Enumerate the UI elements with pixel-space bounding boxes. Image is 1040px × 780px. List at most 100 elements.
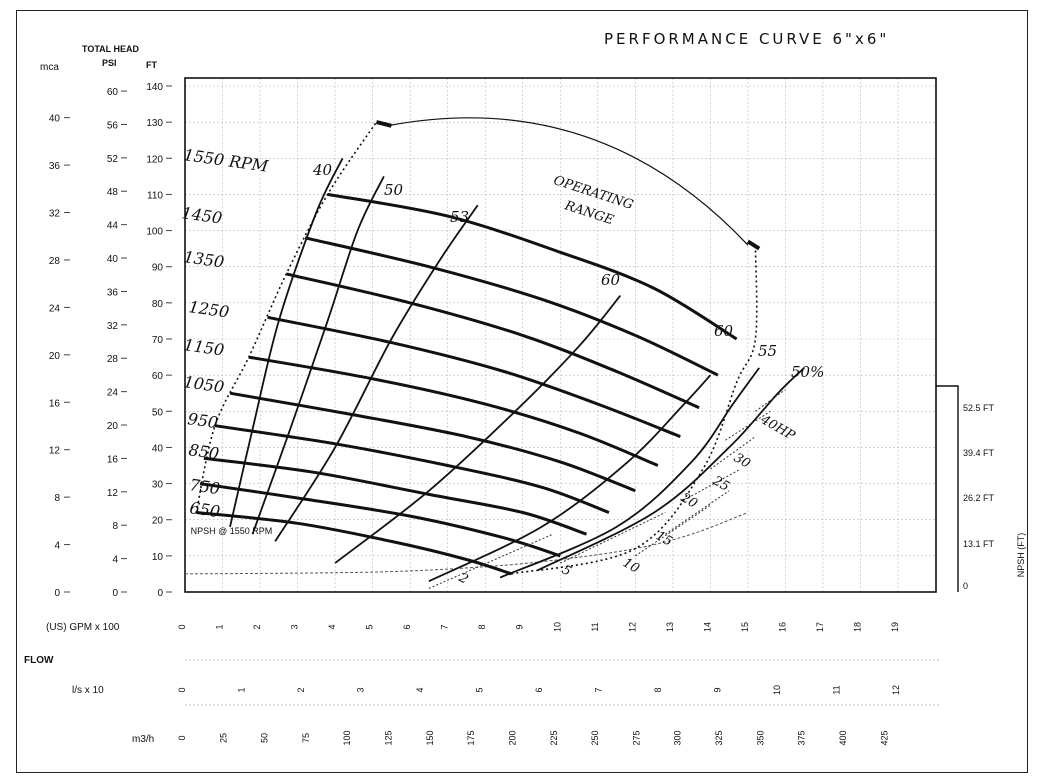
efficiency-curve [499, 367, 760, 579]
npsh-tick-label: 26.2 FT [963, 493, 995, 503]
npsh-axis-label: NPSH (FT) [1016, 533, 1026, 578]
speed-curve-label: 1450 [180, 203, 223, 227]
ls-tick-label: 12 [891, 685, 901, 695]
psi-tick-label: 8 [112, 521, 118, 532]
mca-tick-label: 0 [54, 588, 60, 599]
chart-frame [16, 10, 1028, 773]
mca-tick-label: 20 [49, 351, 61, 362]
ls-tick-label: 5 [475, 687, 485, 692]
mca-tick-label: 36 [49, 161, 61, 172]
psi-label: PSI [102, 58, 117, 68]
speed-curve-label: 1550 RPM [182, 145, 269, 176]
m3h-tick-label: 50 [260, 733, 270, 743]
operating-range-boundary-right [511, 244, 758, 575]
ft-tick-label: 120 [146, 154, 163, 165]
psi-tick-label: 4 [112, 555, 118, 566]
power-line-label: 2 [455, 570, 471, 588]
gpm-tick-label: 4 [327, 624, 337, 629]
speed-curve [229, 391, 636, 493]
gpm-tick-label: 18 [852, 622, 862, 632]
psi-tick-label: 48 [107, 187, 119, 198]
power-line [560, 512, 666, 564]
efficiency-curve-label: 55 [758, 342, 777, 360]
speed-curve [214, 424, 610, 514]
power-line [710, 436, 756, 470]
m3h-tick-label: 350 [755, 730, 765, 745]
efficiency-curve-label: 50 [384, 181, 404, 199]
efficiency-curve-label: 50% [791, 363, 824, 381]
m3h-tick-label: 100 [342, 730, 352, 745]
gpm-tick-label: 15 [740, 622, 750, 632]
ft-tick-label: 70 [152, 335, 164, 346]
gpm-tick-label: 2 [252, 624, 262, 629]
m3h-axis-label: m3/h [132, 734, 154, 745]
speed-curve-label: 950 [186, 409, 219, 432]
ft-tick-label: 10 [152, 552, 164, 563]
ls-tick-label: 2 [296, 687, 306, 692]
efficiency-curve-label: 60 [714, 322, 734, 340]
power-line-label: 30 [731, 450, 753, 471]
speed-curve-label: 1350 [182, 247, 225, 271]
gpm-axis-label: (US) GPM x 100 [46, 622, 120, 633]
power-line-label: 5 [559, 562, 574, 579]
mca-tick-label: 4 [54, 541, 60, 552]
m3h-tick-label: 150 [425, 730, 435, 745]
mca-tick-label: 16 [49, 398, 61, 409]
ls-tick-label: 7 [594, 687, 604, 692]
power-line [687, 468, 741, 499]
psi-tick-label: 40 [107, 254, 119, 265]
ls-axis-label: l/s x 10 [72, 685, 104, 696]
speed-curve [304, 236, 719, 377]
psi-tick-label: 12 [107, 488, 119, 499]
ls-tick-label: 4 [415, 687, 425, 692]
m3h-tick-label: 275 [631, 730, 641, 745]
npsh-tick-label: 13.1 FT [963, 539, 995, 549]
ft-tick-label: 140 [146, 82, 163, 93]
m3h-tick-label: 200 [507, 730, 517, 745]
psi-tick-label: 56 [107, 120, 119, 131]
ft-tick-label: 100 [146, 227, 163, 238]
mca-tick-label: 12 [49, 446, 61, 457]
efficiency-curve [537, 367, 805, 572]
total-head-label: TOTAL HEAD [82, 44, 140, 54]
npsh-tick-label: 52.5 FT [963, 403, 995, 413]
ft-tick-label: 130 [146, 118, 163, 129]
psi-tick-label: 60 [107, 87, 119, 98]
npsh-tick-label: 0 [963, 581, 968, 591]
gpm-tick-label: 3 [290, 624, 300, 629]
efficiency-curve [229, 157, 344, 528]
speed-curve [203, 456, 587, 536]
m3h-tick-label: 425 [879, 730, 889, 745]
ft-tick-label: 20 [152, 516, 164, 527]
npsh-note: NPSH @ 1550 RPM [191, 526, 273, 536]
psi-tick-label: 32 [107, 321, 119, 332]
gpm-tick-label: 7 [440, 624, 450, 629]
ft-label: FT [146, 60, 157, 70]
power-line [428, 533, 554, 589]
ft-tick-label: 110 [147, 190, 163, 201]
ft-tick-label: 30 [152, 480, 164, 491]
power-line [665, 490, 730, 535]
m3h-tick-label: 375 [797, 730, 807, 745]
speed-curve [327, 192, 738, 341]
ft-tick-label: 0 [157, 588, 163, 599]
npsh-tick-label: 39.4 FT [963, 448, 995, 458]
mca-tick-label: 24 [49, 303, 61, 314]
m3h-tick-label: 400 [838, 730, 848, 745]
ft-tick-label: 50 [152, 407, 164, 418]
m3h-tick-label: 325 [714, 730, 724, 745]
efficiency-curve-label: 40 [312, 161, 333, 179]
ft-tick-label: 90 [152, 263, 164, 274]
gpm-tick-label: 5 [365, 624, 375, 629]
npsh-curve [184, 512, 749, 575]
psi-tick-label: 20 [107, 421, 119, 432]
m3h-tick-label: 25 [218, 733, 228, 743]
gpm-tick-label: 12 [627, 622, 637, 632]
speed-curve [285, 272, 700, 410]
mca-tick-label: 28 [49, 256, 61, 267]
npsh-panel-border [936, 385, 959, 592]
ls-tick-label: 10 [772, 685, 782, 695]
chart-title: PERFORMANCE CURVE 6"x6" [604, 30, 890, 48]
efficiency-curve [428, 374, 712, 583]
gpm-tick-label: 6 [402, 624, 412, 629]
